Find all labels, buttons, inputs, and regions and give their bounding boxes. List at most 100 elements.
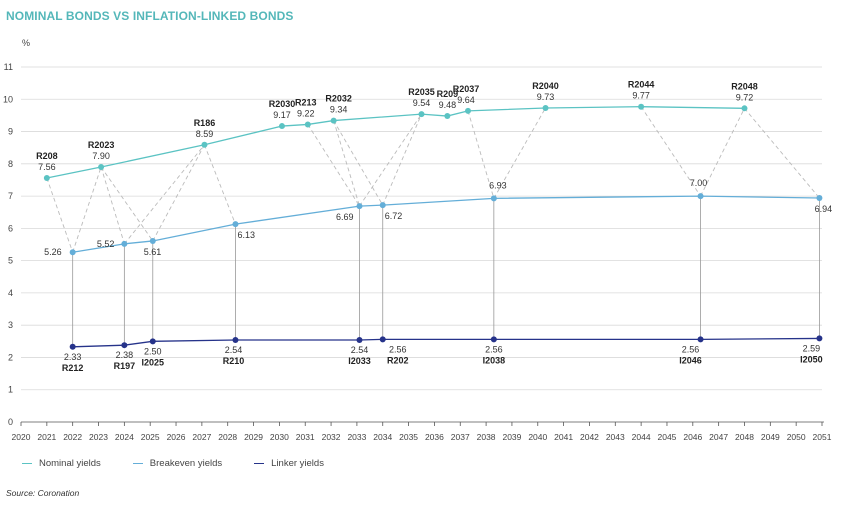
x-tick-label: 2034: [373, 432, 392, 442]
value-label-linker: 2.56: [389, 344, 407, 354]
grid-lines: [21, 66, 822, 391]
bond-label-linker: R210: [223, 356, 245, 366]
point-nominal: [741, 105, 748, 112]
point-breakeven: [379, 202, 386, 209]
point-nominal: [542, 104, 549, 111]
x-tick-label: 2043: [606, 432, 625, 442]
value-label-breakeven: 7.00: [690, 178, 708, 188]
connector-dash: [100, 166, 125, 244]
point-nominal: [444, 113, 451, 120]
bond-label-nominal: R2040: [532, 81, 559, 91]
connector-dash: [700, 108, 745, 197]
point-linker: [379, 336, 386, 343]
x-tick-label: 2022: [63, 432, 82, 442]
legend-label-linker: Linker yields: [271, 458, 324, 469]
point-linker: [816, 335, 823, 342]
point-breakeven: [490, 195, 497, 202]
point-linker: [149, 338, 156, 345]
bond-label-nominal: R208: [36, 151, 58, 161]
y-tick-label: 9: [8, 127, 13, 137]
connector-dash: [124, 144, 205, 245]
bond-label-linker: I2038: [483, 355, 506, 365]
x-tick-label: 2038: [477, 432, 496, 442]
x-tick-label: 2048: [735, 432, 754, 442]
x-tick-label: 2028: [218, 432, 237, 442]
bond-label-nominal: R2023: [88, 140, 115, 150]
value-label-breakeven: 6.69: [336, 212, 354, 222]
x-tick-label: 2025: [141, 432, 160, 442]
connector-dash: [493, 107, 546, 199]
point-breakeven: [697, 193, 704, 200]
point-nominal: [330, 117, 337, 124]
value-label-breakeven: 6.94: [815, 204, 833, 214]
data-labels: R2087.56R20237.90R1868.59R20309.17R2139.…: [36, 80, 832, 373]
value-label-linker: 2.56: [485, 344, 503, 354]
value-label-nominal: 9.48: [439, 100, 457, 110]
point-linker: [69, 343, 76, 350]
legend: Nominal yields Breakeven yields Linker y…: [22, 458, 324, 469]
value-label-nominal: 9.64: [457, 95, 475, 105]
bond-label-linker: R197: [114, 361, 136, 371]
x-tick-label: 2033: [347, 432, 366, 442]
axes: 0 1 2 3 4 5 6 7 8 9 10 11 2020 2021 2022 2023 2024 2025 20…: [3, 62, 832, 442]
x-tick-label: 2021: [37, 432, 56, 442]
y-tick-label: 4: [8, 288, 13, 298]
connector-dash: [333, 120, 384, 206]
legend-label-breakeven: Breakeven yields: [149, 458, 223, 469]
value-label-nominal: 9.22: [297, 108, 315, 118]
point-breakeven: [356, 203, 363, 210]
value-label-nominal: 9.73: [537, 92, 555, 102]
bond-label-nominal: R2032: [325, 94, 352, 104]
x-tick-label: 2036: [425, 432, 444, 442]
connector-dash: [100, 166, 154, 242]
connector-dash: [467, 110, 495, 199]
connector-dash: [333, 120, 360, 207]
y-tick-label: 2: [8, 352, 13, 362]
bond-label-linker: I2050: [800, 354, 823, 364]
value-label-nominal: 9.72: [736, 92, 754, 102]
x-tick-label: 2031: [296, 432, 315, 442]
bond-label-linker: R212: [62, 363, 84, 373]
value-label-nominal: 9.17: [273, 110, 291, 120]
series-markers: [43, 103, 823, 350]
x-tick-label: 2049: [761, 432, 780, 442]
bond-label-nominal: R213: [295, 97, 317, 107]
connector-dash: [204, 144, 236, 225]
series-line-nominal: [46, 106, 745, 179]
x-tick-label: 2029: [244, 432, 263, 442]
x-tick-label: 2045: [658, 432, 677, 442]
connector-dash: [382, 113, 422, 206]
x-tick-label: 2040: [528, 432, 547, 442]
value-label-nominal: 9.34: [330, 105, 348, 115]
connector-dash: [359, 113, 422, 207]
bond-label-nominal: R2030: [269, 99, 296, 109]
x-tick-label: 2020: [12, 432, 31, 442]
bond-label-linker: I2046: [679, 355, 702, 365]
point-linker: [490, 336, 497, 343]
connector-dash: [307, 124, 360, 207]
value-label-breakeven: 5.52: [97, 239, 115, 249]
bond-label-linker: I2025: [142, 357, 165, 367]
value-label-nominal: 9.54: [413, 98, 431, 108]
value-label-linker: 2.38: [116, 350, 134, 360]
y-tick-label: 0: [8, 417, 13, 427]
point-linker: [232, 337, 239, 344]
connector-dash: [72, 166, 102, 253]
series-lines: [46, 106, 820, 348]
x-tick-label: 2042: [580, 432, 599, 442]
y-tick-label: 5: [8, 256, 13, 266]
chart-title: NOMINAL BONDS VS INFLATION-LINKED BONDS: [6, 9, 294, 23]
connector-dash: [640, 106, 701, 197]
x-tick-label: 2041: [554, 432, 573, 442]
legend-item-linker: Linker yields: [254, 458, 324, 469]
y-tick-label: 1: [8, 385, 13, 395]
point-linker: [121, 342, 128, 349]
y-tick-label: 10: [3, 94, 13, 104]
bond-label-nominal: R2044: [628, 80, 655, 90]
y-tick-label: 8: [8, 159, 13, 169]
point-breakeven: [149, 237, 156, 244]
legend-item-breakeven: Breakeven yields: [132, 458, 223, 469]
x-tick-label: 2024: [115, 432, 134, 442]
value-label-linker: 2.54: [351, 345, 369, 355]
value-label-linker: 2.54: [225, 345, 243, 355]
